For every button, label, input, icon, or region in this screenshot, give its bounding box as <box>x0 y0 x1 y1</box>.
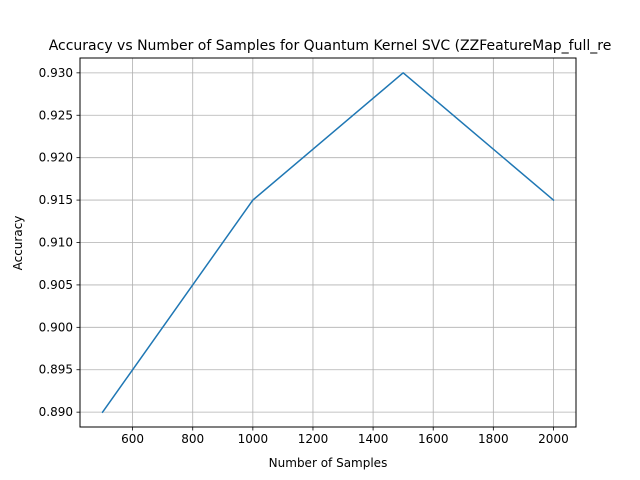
chart-title: Accuracy vs Number of Samples for Quantu… <box>49 38 612 54</box>
series-layer <box>101 72 555 414</box>
x-axis-label: Number of Samples <box>269 456 388 470</box>
x-tick-label: 2000 <box>538 432 569 446</box>
y-tick-label: 0.895 <box>39 363 73 377</box>
y-axis-ticks: 0.890 0.895 0.900 0.905 0.910 0.915 0.920 0.925… <box>39 66 80 419</box>
x-tick-label: 1600 <box>418 432 449 446</box>
y-tick-label: 0.890 <box>39 405 73 419</box>
y-tick-label: 0.925 <box>39 108 73 122</box>
x-tick-label: 1800 <box>478 432 509 446</box>
y-tick-label: 0.905 <box>39 278 73 292</box>
y-tick-label: 0.930 <box>39 66 73 80</box>
series-line <box>101 72 555 414</box>
x-tick-label: 600 <box>121 432 144 446</box>
x-axis-ticks: 600 800 1000 1200 1400 1600 1800 2000 <box>121 427 569 446</box>
y-tick-label: 0.915 <box>39 193 73 207</box>
x-tick-label: 800 <box>181 432 204 446</box>
y-axis-label: Accuracy <box>11 216 25 271</box>
y-tick-label: 0.920 <box>39 151 73 165</box>
x-tick-label: 1400 <box>358 432 389 446</box>
y-tick-label: 0.900 <box>39 320 73 334</box>
x-tick-label: 1200 <box>298 432 329 446</box>
x-tick-label: 1000 <box>238 432 269 446</box>
y-tick-label: 0.910 <box>39 236 73 250</box>
